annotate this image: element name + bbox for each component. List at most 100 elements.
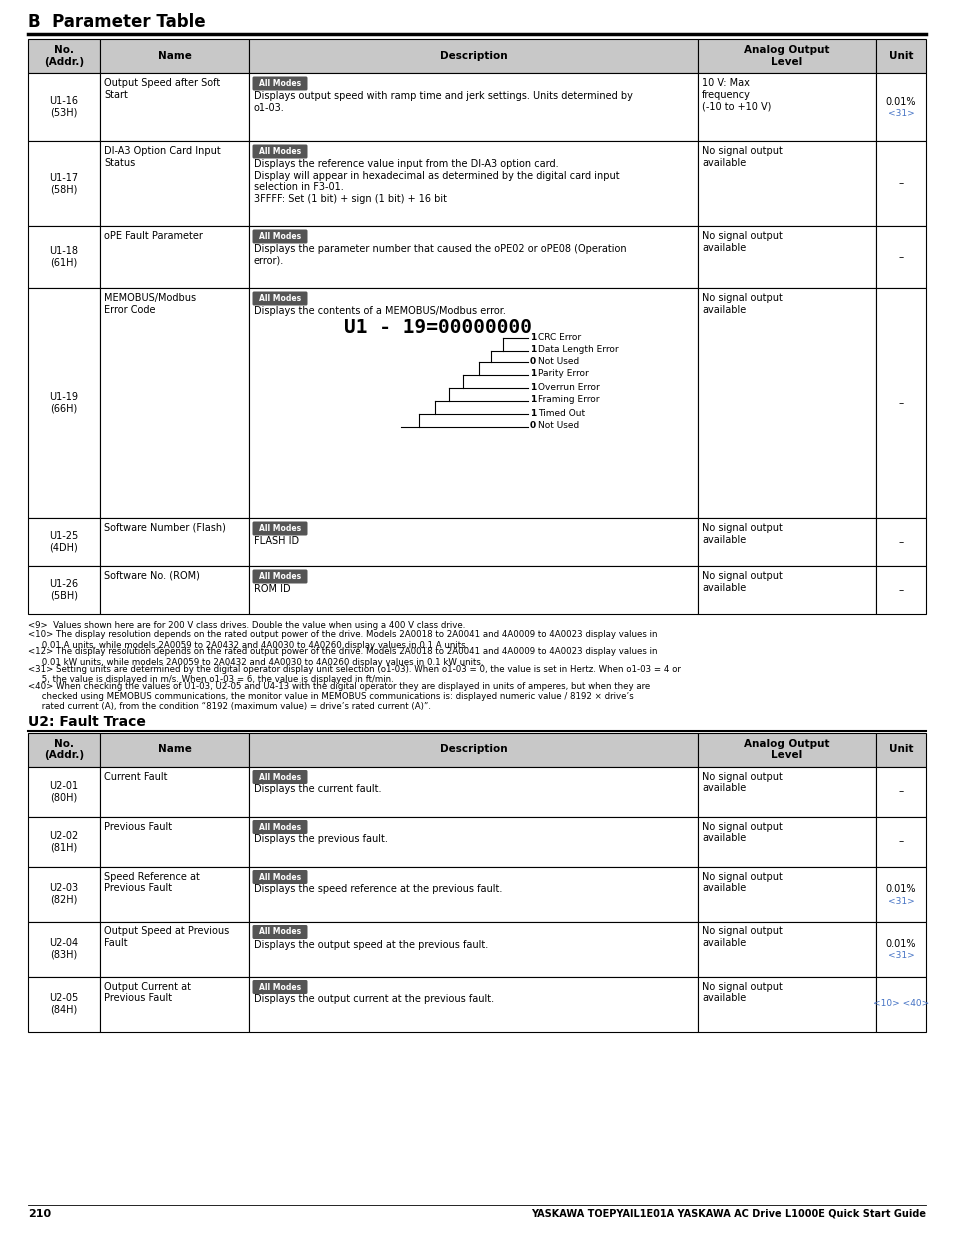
Text: FLASH ID: FLASH ID xyxy=(253,536,299,546)
Bar xyxy=(249,566,698,614)
Bar xyxy=(875,921,925,977)
Bar xyxy=(249,732,698,767)
Text: All Modes: All Modes xyxy=(258,872,301,882)
Bar xyxy=(698,566,875,614)
Text: U1-26
(5BH): U1-26 (5BH) xyxy=(50,579,78,600)
Bar xyxy=(875,288,925,517)
Bar xyxy=(249,226,698,288)
Text: 210: 210 xyxy=(28,1209,51,1219)
Bar xyxy=(698,40,875,73)
FancyBboxPatch shape xyxy=(253,569,307,583)
Text: –: – xyxy=(898,252,902,262)
Text: Displays the current fault.: Displays the current fault. xyxy=(253,784,381,794)
Bar xyxy=(698,867,875,921)
Text: Unit: Unit xyxy=(888,51,912,61)
Text: Analog Output
Level: Analog Output Level xyxy=(743,46,829,67)
Bar xyxy=(28,288,100,517)
Text: Output Speed after Soft
Start: Output Speed after Soft Start xyxy=(104,78,220,100)
Text: All Modes: All Modes xyxy=(258,524,301,534)
Bar xyxy=(249,767,698,816)
Bar xyxy=(875,767,925,816)
Text: Unit: Unit xyxy=(888,745,912,755)
Text: 0.01%: 0.01% xyxy=(884,939,915,948)
Text: <31>: <31> xyxy=(886,897,913,905)
Text: U2-03
(82H): U2-03 (82H) xyxy=(50,883,78,905)
Text: All Modes: All Modes xyxy=(258,773,301,782)
Bar xyxy=(875,226,925,288)
Text: Displays output speed with ramp time and jerk settings. Units determined by
o1-0: Displays output speed with ramp time and… xyxy=(253,91,632,112)
Text: Current Fault: Current Fault xyxy=(104,772,168,782)
Bar xyxy=(100,288,249,517)
Text: 1: 1 xyxy=(529,395,536,405)
Bar xyxy=(249,867,698,921)
Text: <31>: <31> xyxy=(886,951,913,961)
Text: No signal output
available: No signal output available xyxy=(701,926,782,948)
Bar xyxy=(698,141,875,226)
Text: 1: 1 xyxy=(529,369,536,378)
Text: No signal output
available: No signal output available xyxy=(701,231,782,253)
Text: 1: 1 xyxy=(529,409,536,417)
Text: CRC Error: CRC Error xyxy=(537,332,580,342)
Text: –: – xyxy=(898,537,902,547)
Bar xyxy=(698,732,875,767)
Text: All Modes: All Modes xyxy=(258,572,301,580)
Text: U2-04
(83H): U2-04 (83H) xyxy=(50,939,78,960)
Text: –: – xyxy=(898,398,902,408)
Text: <9>  Values shown here are for 200 V class drives. Double the value when using a: <9> Values shown here are for 200 V clas… xyxy=(28,621,465,630)
Bar xyxy=(875,40,925,73)
Bar xyxy=(249,977,698,1031)
Bar xyxy=(698,816,875,867)
Text: Displays the output current at the previous fault.: Displays the output current at the previ… xyxy=(253,994,494,1004)
Bar xyxy=(100,40,249,73)
Bar xyxy=(698,226,875,288)
Text: MEMOBUS/Modbus
Error Code: MEMOBUS/Modbus Error Code xyxy=(104,293,196,315)
FancyBboxPatch shape xyxy=(253,77,307,90)
FancyBboxPatch shape xyxy=(253,144,307,158)
Text: No signal output
available: No signal output available xyxy=(701,571,782,593)
Bar xyxy=(28,732,100,767)
Bar xyxy=(28,921,100,977)
Text: –: – xyxy=(898,585,902,595)
Text: U1-19
(66H): U1-19 (66H) xyxy=(50,393,78,414)
Text: No.
(Addr.): No. (Addr.) xyxy=(44,739,84,761)
Text: 1: 1 xyxy=(529,383,536,391)
Text: Displays the previous fault.: Displays the previous fault. xyxy=(253,835,388,845)
Text: Software No. (ROM): Software No. (ROM) xyxy=(104,571,200,580)
FancyBboxPatch shape xyxy=(253,769,307,784)
Text: oPE Fault Parameter: oPE Fault Parameter xyxy=(104,231,203,241)
Text: U1 - 19=00000000: U1 - 19=00000000 xyxy=(343,317,531,337)
Bar xyxy=(28,977,100,1031)
Bar xyxy=(698,977,875,1031)
FancyBboxPatch shape xyxy=(253,230,307,243)
Text: <31>: <31> xyxy=(886,110,913,119)
Bar xyxy=(28,517,100,566)
Bar xyxy=(100,977,249,1031)
FancyBboxPatch shape xyxy=(253,981,307,994)
Bar xyxy=(28,73,100,141)
Bar xyxy=(28,141,100,226)
Text: 1: 1 xyxy=(529,332,536,342)
Text: <40> When checking the values of U1-03, U2-05 and U4-13 with the digital operato: <40> When checking the values of U1-03, … xyxy=(28,682,650,711)
Bar xyxy=(100,767,249,816)
Text: No signal output
available: No signal output available xyxy=(701,821,782,844)
Text: U2-01
(80H): U2-01 (80H) xyxy=(50,781,78,803)
Text: All Modes: All Modes xyxy=(258,983,301,992)
Bar xyxy=(875,517,925,566)
Text: All Modes: All Modes xyxy=(258,232,301,241)
Text: <10> <40>: <10> <40> xyxy=(872,999,928,1009)
Text: Previous Fault: Previous Fault xyxy=(104,821,172,831)
Text: Software Number (Flash): Software Number (Flash) xyxy=(104,522,226,534)
Text: U1-17
(58H): U1-17 (58H) xyxy=(50,173,78,194)
Text: No signal output
available: No signal output available xyxy=(701,772,782,793)
Bar xyxy=(875,732,925,767)
Text: <31> Setting units are determined by the digital operator display unit selection: <31> Setting units are determined by the… xyxy=(28,664,680,684)
Bar xyxy=(249,40,698,73)
Bar xyxy=(698,288,875,517)
Text: No signal output
available: No signal output available xyxy=(701,293,782,315)
Text: Output Current at
Previous Fault: Output Current at Previous Fault xyxy=(104,982,191,1003)
Bar xyxy=(100,73,249,141)
Text: Displays the output speed at the previous fault.: Displays the output speed at the previou… xyxy=(253,940,488,950)
Text: Name: Name xyxy=(157,745,192,755)
Text: 0: 0 xyxy=(529,357,536,366)
Text: No signal output
available: No signal output available xyxy=(701,872,782,893)
